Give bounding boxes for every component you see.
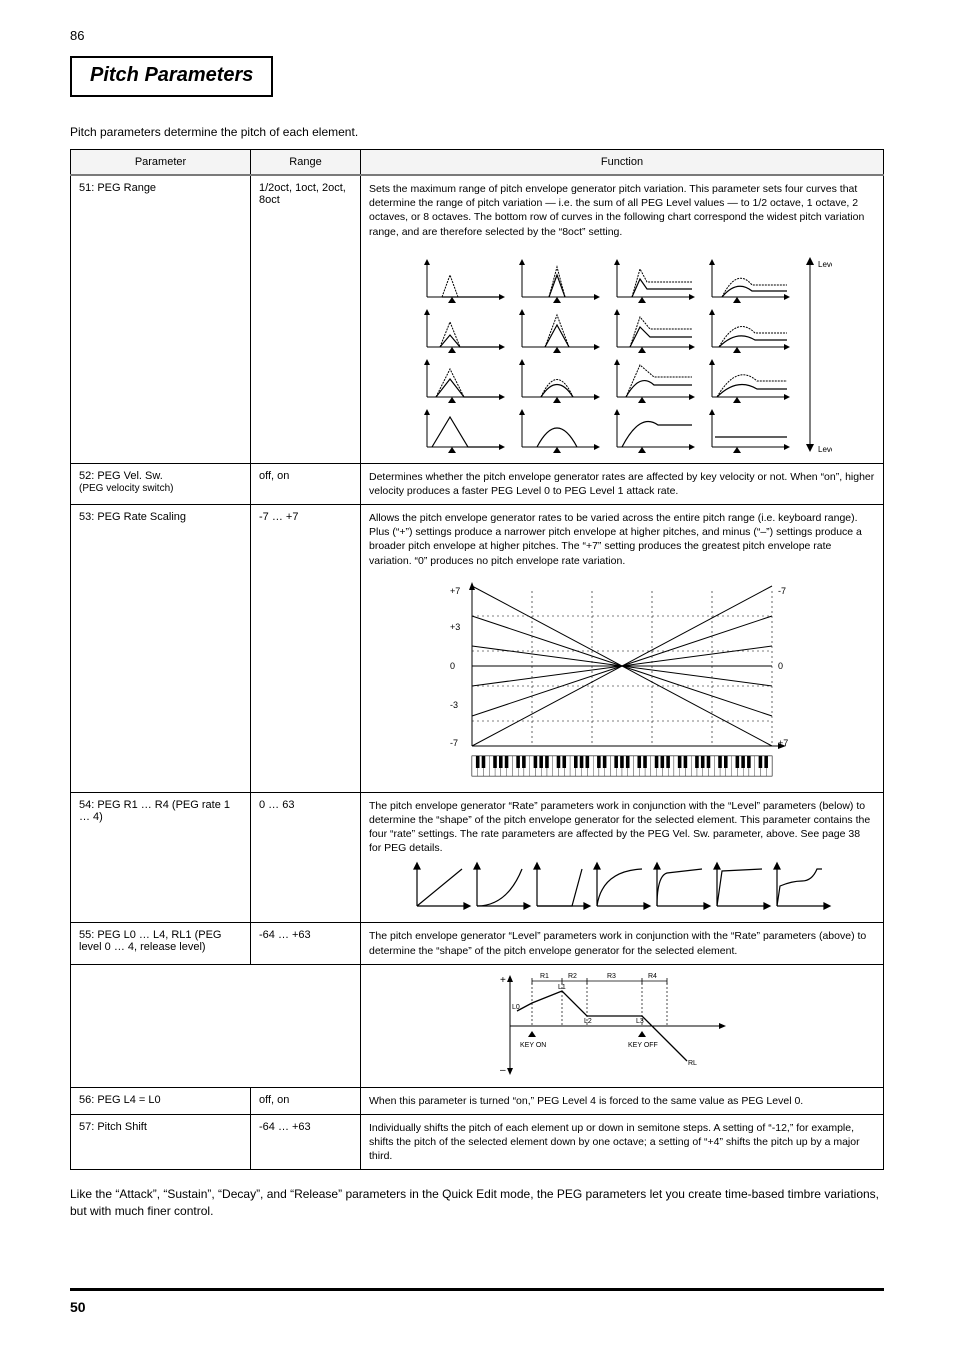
param-function: The pitch envelope generator “Level” par… (361, 923, 884, 964)
svg-text:+7: +7 (778, 738, 788, 748)
param-range: -64 … +63 (251, 1114, 361, 1170)
svg-text:+3: +3 (450, 622, 460, 632)
param-range: off, on (251, 463, 361, 504)
param-function: The pitch envelope generator “Rate” para… (361, 792, 884, 923)
svg-text:-3: -3 (450, 700, 458, 710)
table-row: 57: Pitch Shift -64 … +63 Individually s… (71, 1114, 884, 1170)
param-name: 57: Pitch Shift (71, 1114, 251, 1170)
svg-text:+: + (500, 975, 506, 986)
table-row: + – (71, 964, 884, 1087)
param-range: -7 … +7 (251, 505, 361, 793)
param-name: 55: PEG L0 … L4, RL1 (PEG level 0 … 4, r… (71, 923, 251, 964)
table-row: 54: PEG R1 … R4 (PEG rate 1 … 4) 0 … 63 … (71, 792, 884, 923)
param-function: When this parameter is turned “on,” PEG … (361, 1087, 884, 1114)
param-name-ext (71, 964, 361, 1087)
svg-text:0: 0 (778, 661, 783, 671)
page-number-top: 86 (70, 28, 84, 43)
footer-page-number: 50 (70, 1299, 86, 1315)
table-row: 51: PEG Range 1/2oct, 1oct, 2oct, 8oct S… (71, 175, 884, 463)
section-title: Pitch Parameters (90, 64, 253, 86)
svg-text:-7: -7 (450, 738, 458, 748)
svg-text:R2: R2 (568, 973, 577, 980)
table-row: 55: PEG L0 … L4, RL1 (PEG level 0 … 4, r… (71, 923, 884, 964)
func-text: The pitch envelope generator “Rate” para… (369, 799, 875, 856)
rate-curves-diagram (412, 861, 832, 916)
param-name: 56: PEG L4 = L0 (71, 1087, 251, 1114)
intro-text: Pitch parameters determine the pitch of … (70, 125, 884, 139)
table-row: 53: PEG Rate Scaling -7 … +7 Allows the … (71, 505, 884, 793)
table-row: 52: PEG Vel. Sw. (PEG velocity switch) o… (71, 463, 884, 504)
svg-text:0: 0 (450, 661, 455, 671)
param-function: Sets the maximum range of pitch envelope… (361, 175, 884, 463)
svg-text:RL: RL (688, 1060, 697, 1067)
envelope-cell: + – (361, 964, 884, 1087)
param-range: off, on (251, 1087, 361, 1114)
table-row: 56: PEG L4 = L0 off, on When this parame… (71, 1087, 884, 1114)
peg-range-grid-diagram: Level-low Level-high (412, 247, 832, 457)
header-range: Range (251, 150, 361, 176)
svg-text:L3: L3 (636, 1018, 644, 1025)
param-name: 53: PEG Rate Scaling (71, 505, 251, 793)
param-range: 0 … 63 (251, 792, 361, 923)
svg-text:KEY ON: KEY ON (520, 1042, 546, 1049)
parameter-table: Parameter Range Function 51: PEG Range 1… (70, 149, 884, 1170)
svg-text:Level-low: Level-low (818, 260, 832, 269)
header-param: Parameter (71, 150, 251, 176)
header-function: Function (361, 150, 884, 176)
svg-text:–: – (500, 1065, 506, 1076)
svg-text:R1: R1 (540, 973, 549, 980)
param-function: Individually shifts the pitch of each el… (361, 1114, 884, 1170)
svg-text:R4: R4 (648, 973, 657, 980)
svg-text:L2: L2 (584, 1018, 592, 1025)
section-title-box: Pitch Parameters (70, 56, 273, 97)
peg-envelope-diagram: + – (492, 971, 752, 1081)
table-header-row: Parameter Range Function (71, 150, 884, 176)
param-name: 52: PEG Vel. Sw. (PEG velocity switch) (71, 463, 251, 504)
below-note: Like the “Attack”, “Sustain”, “Decay”, a… (70, 1186, 884, 1220)
param-function: Allows the pitch envelope generator rate… (361, 505, 884, 793)
rate-scaling-diagram: +7 +3 0 -3 -7 -7 0 +7 (442, 576, 802, 786)
page: 86 Pitch Parameters Pitch parameters det… (0, 0, 954, 1351)
svg-text:L0: L0 (512, 1004, 520, 1011)
svg-text:Level-high: Level-high (818, 445, 832, 454)
svg-text:+7: +7 (450, 586, 460, 596)
param-name: 54: PEG R1 … R4 (PEG rate 1 … 4) (71, 792, 251, 923)
svg-text:KEY OFF: KEY OFF (628, 1042, 658, 1049)
svg-text:R3: R3 (607, 973, 616, 980)
func-text: Sets the maximum range of pitch envelope… (369, 182, 875, 239)
param-name: 51: PEG Range (71, 175, 251, 463)
param-range: 1/2oct, 1oct, 2oct, 8oct (251, 175, 361, 463)
param-range: -64 … +63 (251, 923, 361, 964)
svg-text:-7: -7 (778, 586, 786, 596)
func-text: Allows the pitch envelope generator rate… (369, 511, 875, 568)
svg-text:L1: L1 (558, 984, 566, 991)
page-footer: 50 (70, 1288, 884, 1291)
param-function: Determines whether the pitch envelope ge… (361, 463, 884, 504)
